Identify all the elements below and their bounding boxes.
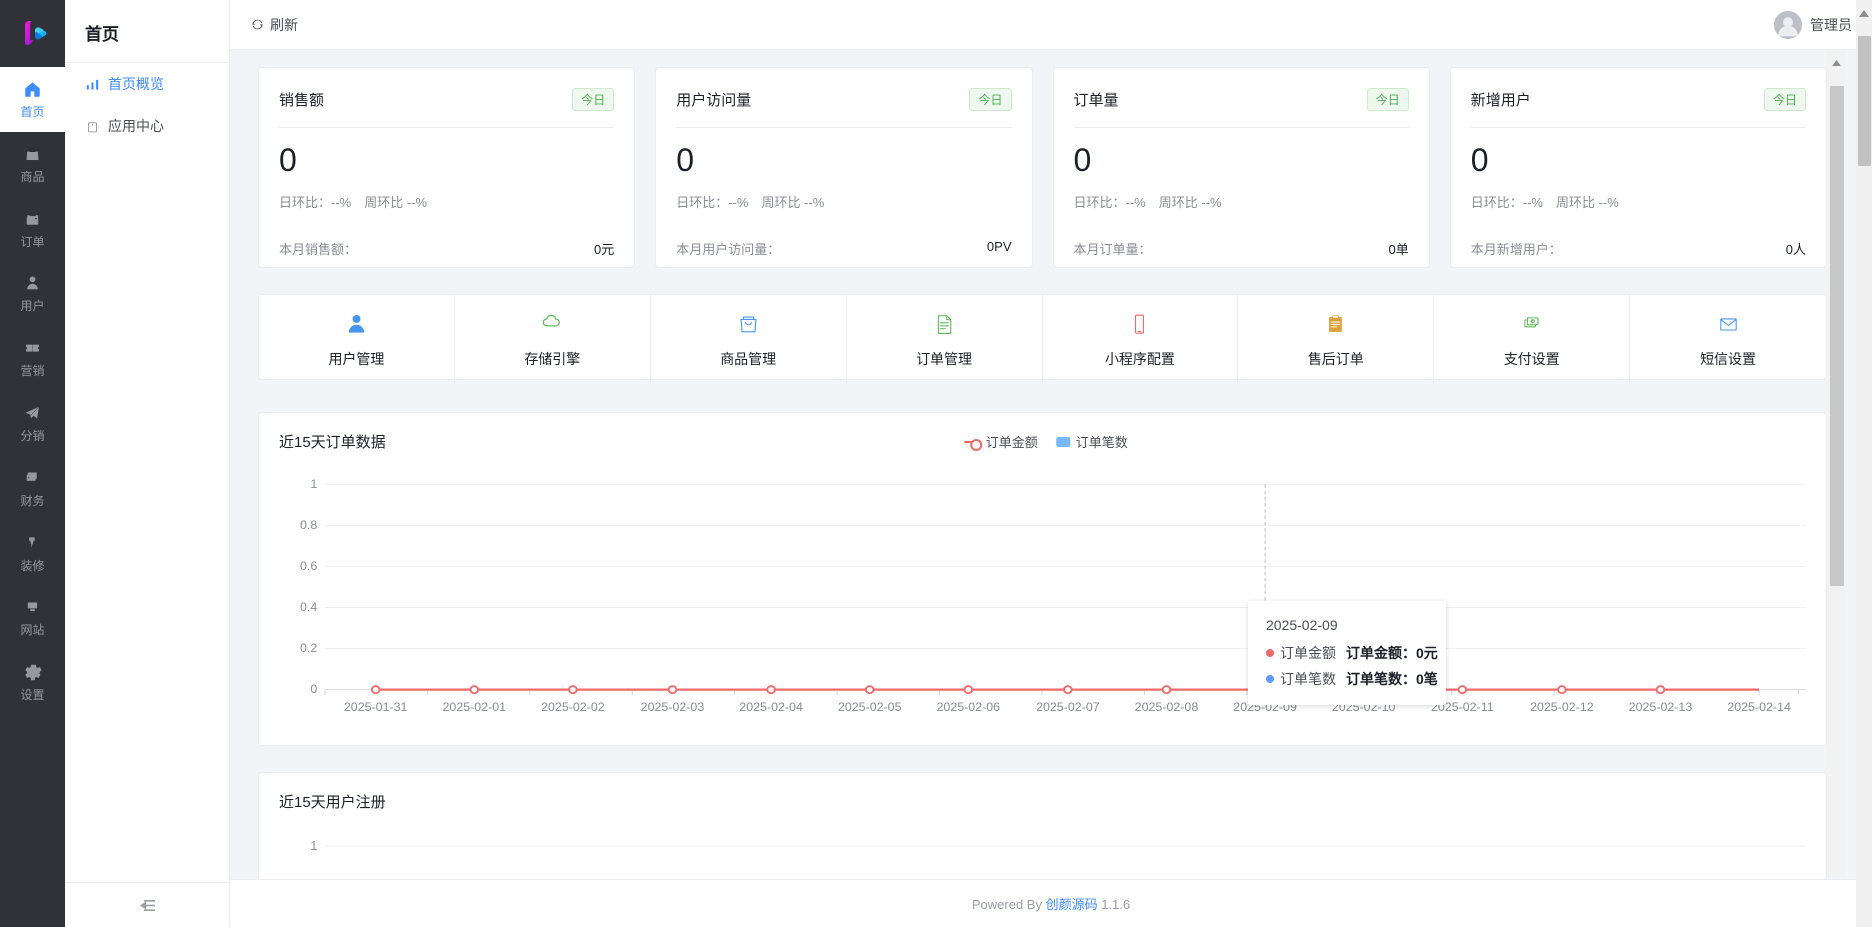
svg-text:2025-02-14: 2025-02-14 [1727, 700, 1791, 714]
svg-text:2025-02-04: 2025-02-04 [739, 700, 803, 714]
svg-text:1: 1 [310, 838, 317, 853]
svg-text:2025-02-02: 2025-02-02 [541, 700, 605, 714]
svg-text:0.6: 0.6 [300, 559, 318, 573]
svg-text:2025-02-08: 2025-02-08 [1135, 700, 1199, 714]
svg-text:2025-02-05: 2025-02-05 [838, 700, 902, 714]
svg-text:0.2: 0.2 [300, 642, 318, 656]
svg-text:1: 1 [310, 477, 317, 491]
svg-text:2025-02-06: 2025-02-06 [937, 700, 1001, 714]
svg-text:0: 0 [310, 683, 317, 697]
svg-text:0.8: 0.8 [300, 518, 318, 532]
svg-text:0.4: 0.4 [300, 600, 318, 614]
svg-text:2025-02-03: 2025-02-03 [641, 700, 705, 714]
svg-text:2025-02-07: 2025-02-07 [1036, 700, 1100, 714]
svg-text:2025-02-13: 2025-02-13 [1629, 700, 1693, 714]
svg-text:2025-02-12: 2025-02-12 [1530, 700, 1594, 714]
svg-text:2025-01-31: 2025-01-31 [344, 700, 408, 714]
svg-text:2025-02-01: 2025-02-01 [443, 700, 507, 714]
